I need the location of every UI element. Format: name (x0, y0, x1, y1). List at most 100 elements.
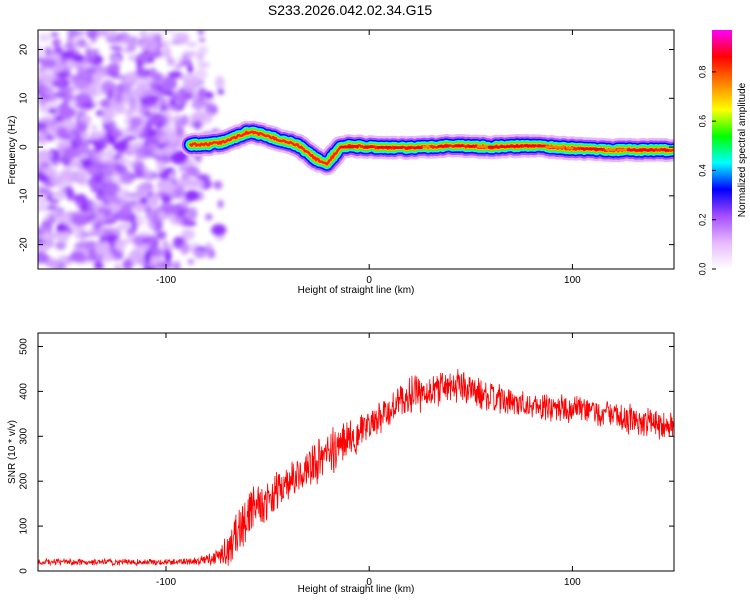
noise-blob (195, 173, 211, 181)
snr-y-label: 200 (19, 472, 30, 489)
noise-blob (180, 114, 190, 126)
noise-blob (161, 195, 172, 204)
noise-blob (217, 199, 224, 209)
snr-y-label: 300 (19, 428, 30, 445)
noise-blob (38, 67, 50, 81)
noise-blob (38, 172, 47, 182)
noise-blob (110, 129, 123, 138)
noise-blob (129, 116, 143, 128)
noise-blob (41, 231, 58, 241)
noise-blob (196, 51, 205, 62)
spectrogram-x-label: 0 (366, 275, 372, 286)
noise-blob (54, 90, 67, 99)
noise-blob (111, 170, 119, 178)
colorbar-tick-label: 0.6 (697, 115, 707, 128)
noise-blob (38, 152, 54, 159)
noise-blob (41, 162, 51, 169)
noise-blob (62, 146, 76, 161)
noise-blob (140, 243, 150, 253)
noise-blob (141, 51, 150, 57)
noise-blob (131, 104, 149, 115)
noise-blob (156, 158, 166, 173)
noise-blob (156, 260, 174, 269)
noise-blob (112, 141, 129, 152)
noise-blob (38, 206, 49, 212)
noise-blob (161, 90, 175, 96)
noise-blob (50, 32, 59, 37)
noise-blob (112, 56, 121, 63)
noise-blob (204, 213, 213, 221)
noise-blob (126, 230, 136, 244)
noise-blob (88, 175, 102, 190)
spectrogram-xlabel: Height of straight line (km) (298, 285, 415, 296)
noise-blob (45, 205, 58, 210)
noise-blob (85, 253, 104, 263)
noise-blob (175, 127, 185, 138)
noise-blob (198, 251, 211, 257)
noise-blob (104, 191, 119, 204)
noise-blob (194, 119, 201, 131)
noise-blob (67, 30, 78, 40)
noise-blob (178, 165, 195, 172)
noise-blob (156, 230, 167, 240)
snr-y-label: 0 (19, 568, 30, 574)
noise-blob (93, 222, 102, 231)
snr-y-label: 500 (19, 338, 30, 355)
noise-blob (173, 63, 183, 70)
noise-blob (197, 30, 205, 36)
noise-blob (158, 104, 169, 113)
snr-y-label: 400 (19, 383, 30, 400)
noise-blob (88, 49, 100, 54)
colorbar-scale (712, 30, 732, 269)
snr-frame (37, 332, 675, 572)
noise-blob (61, 51, 76, 60)
noise-blob (137, 183, 152, 196)
noise-blob (187, 207, 198, 220)
noise-blob (211, 223, 227, 237)
noise-blob (166, 56, 174, 65)
snr-x-label: 100 (564, 577, 581, 588)
noise-blob (57, 231, 70, 243)
noise-blob (104, 218, 118, 224)
noise-blob (176, 32, 190, 44)
noise-blob (180, 216, 192, 227)
noise-blob (136, 59, 143, 72)
noise-blob (187, 50, 198, 58)
noise-blob (193, 249, 200, 256)
noise-blob (142, 238, 150, 245)
noise-blob (43, 214, 51, 221)
noise-blob (38, 116, 56, 123)
noise-blob (64, 129, 80, 135)
noise-blob (89, 131, 103, 140)
noise-blob (60, 168, 73, 181)
noise-blob (194, 109, 206, 122)
noise-blob (213, 180, 223, 190)
noise-blob (75, 136, 84, 143)
noise-blob (92, 160, 111, 172)
noise-blob (195, 67, 208, 81)
noise-blob (144, 250, 151, 265)
noise-blob (72, 76, 91, 90)
spectrogram-noise-region (38, 30, 227, 269)
noise-blob (93, 147, 103, 153)
colorbar-ticks: 0.0 0.2 0.4 0.6 0.8 (697, 66, 716, 275)
noise-blob (157, 212, 166, 219)
noise-blob (75, 121, 88, 133)
colorbar: 0.0 0.2 0.4 0.6 0.8 Normalized spectral ampl… (697, 30, 748, 275)
noise-blob (45, 134, 55, 142)
spectrogram-y-label: -20 (19, 237, 30, 252)
noise-blob (117, 238, 130, 245)
snr-x-label: -100 (156, 577, 176, 588)
noise-blob (38, 45, 44, 57)
noise-blob (160, 203, 169, 210)
noise-blob (56, 72, 69, 77)
noise-blob (41, 220, 52, 229)
noise-blob (156, 179, 174, 192)
noise-blob (91, 125, 98, 130)
colorbar-tick-label: 0.4 (697, 164, 707, 177)
noise-blob (63, 186, 74, 196)
noise-blob (179, 242, 190, 255)
noise-blob (50, 98, 59, 104)
